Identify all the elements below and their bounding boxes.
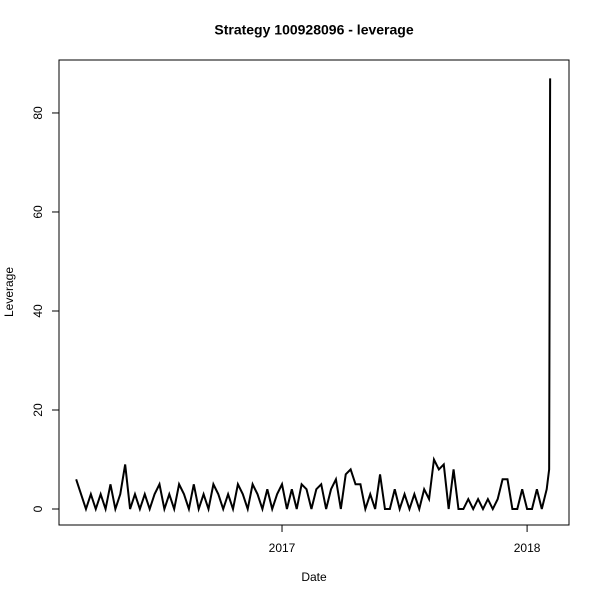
y-tick-label: 40 [31, 304, 45, 318]
plot-frame [58, 59, 570, 526]
x-tick-label: 2018 [514, 541, 541, 555]
y-tick-label: 20 [31, 403, 45, 417]
y-tick-label: 0 [31, 505, 45, 512]
x-tick-label: 2017 [269, 541, 296, 555]
y-axis-label: Leverage [2, 267, 16, 317]
y-tick-label: 60 [31, 205, 45, 219]
chart-title: Strategy 100928096 - leverage [214, 22, 413, 38]
series-line [75, 78, 552, 513]
x-axis-label: Date [301, 570, 327, 584]
y-tick-label: 80 [31, 106, 45, 120]
